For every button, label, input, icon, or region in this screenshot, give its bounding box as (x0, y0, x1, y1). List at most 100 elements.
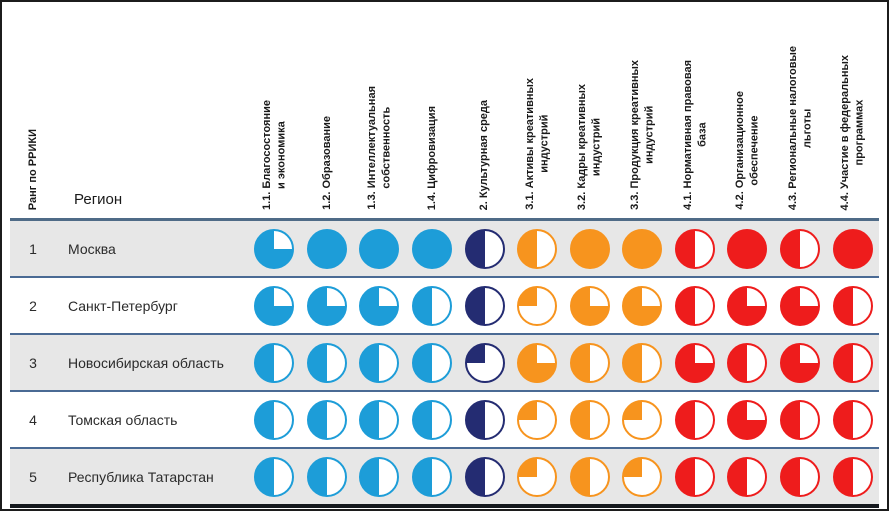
harvey-ball (674, 228, 715, 269)
harvey-ball (780, 285, 821, 326)
harvey-ball (622, 342, 663, 383)
harvey-ball-cell (458, 392, 511, 447)
region-name: Томская область (68, 411, 178, 428)
harvey-ball (780, 456, 821, 497)
harvey-ball (464, 228, 505, 269)
harvey-ball (412, 285, 453, 326)
harvey-ball-cell (721, 221, 774, 276)
harvey-ball-cell (563, 449, 616, 504)
harvey-ball-cell (616, 278, 669, 333)
harvey-ball (306, 399, 347, 440)
harvey-ball-cell (563, 335, 616, 390)
harvey-ball-cell (774, 221, 827, 276)
harvey-ball (254, 228, 295, 269)
harvey-ball (359, 228, 400, 269)
harvey-ball-cell (826, 221, 879, 276)
harvey-ball (780, 399, 821, 440)
region-name: Новосибирская область (68, 354, 224, 371)
harvey-ball (306, 456, 347, 497)
harvey-ball (517, 456, 558, 497)
column-header-label: 4.1. Нормативная правовая база (681, 60, 708, 210)
harvey-ball (780, 342, 821, 383)
column-header-label: 1.3. Интеллектуальная собственность (366, 86, 393, 210)
harvey-ball (674, 399, 715, 440)
table-header-row: Ранг по РРИКИ Регион 1.1. Благосостояние… (10, 6, 879, 221)
harvey-ball-cell (669, 221, 722, 276)
harvey-ball-cell (721, 392, 774, 447)
harvey-ball-cell (406, 221, 459, 276)
harvey-ball-cell (248, 335, 301, 390)
column-header-1.3: 1.3. Интеллектуальная собственность (353, 6, 406, 218)
column-header-4.2: 4.2. Организационное обеспечение (721, 6, 774, 218)
harvey-ball (254, 456, 295, 497)
harvey-ball-cell (248, 278, 301, 333)
harvey-ball-cell (616, 221, 669, 276)
column-header-3.3: 3.3. Продукция креативных индустрий (616, 6, 669, 218)
harvey-ball (359, 285, 400, 326)
harvey-ball (517, 228, 558, 269)
column-header-3.2: 3.2. Кадры креативных индустрий (563, 6, 616, 218)
harvey-ball-cell (248, 221, 301, 276)
harvey-ball-cell (248, 449, 301, 504)
harvey-ball (517, 399, 558, 440)
harvey-ball (674, 342, 715, 383)
harvey-ball (412, 456, 453, 497)
table-row: 2 Санкт-Петербург (10, 276, 879, 333)
harvey-ball (464, 342, 505, 383)
harvey-ball-cell (669, 392, 722, 447)
column-header-label: 3.1. Активы креативных индустрий (523, 78, 551, 210)
harvey-ball-cell (301, 221, 354, 276)
harvey-ball-cell (353, 449, 406, 504)
harvey-ball-cell (563, 392, 616, 447)
harvey-ball (674, 456, 715, 497)
column-header-2: 2. Культурная среда (458, 6, 511, 218)
harvey-ball-cell (511, 335, 564, 390)
harvey-ball (832, 342, 873, 383)
harvey-ball (622, 399, 663, 440)
harvey-ball-cell (248, 392, 301, 447)
rriki-rating-table: Ранг по РРИКИ Регион 1.1. Благосостояние… (2, 2, 887, 508)
column-header-1.4: 1.4. Цифровизация (406, 6, 459, 218)
harvey-ball-cell (406, 335, 459, 390)
harvey-ball-cell (353, 335, 406, 390)
harvey-ball-cell (774, 335, 827, 390)
harvey-ball-cell (511, 221, 564, 276)
harvey-ball (254, 399, 295, 440)
harvey-ball-cell (826, 278, 879, 333)
table-row: 4 Томская область (10, 390, 879, 447)
table-row: 5 Республика Татарстан (10, 447, 879, 504)
region-header-cell: Регион (56, 6, 248, 218)
harvey-ball (517, 342, 558, 383)
harvey-ball (412, 342, 453, 383)
harvey-ball (622, 228, 663, 269)
harvey-ball-cell (406, 449, 459, 504)
harvey-ball (622, 285, 663, 326)
harvey-ball (727, 285, 768, 326)
harvey-ball-cell (458, 335, 511, 390)
harvey-ball-cell (563, 221, 616, 276)
column-header-4.3: 4.3. Региональные налоговые льготы (774, 6, 827, 218)
column-header-4.4: 4.4. Участие в федеральных программах (826, 6, 879, 218)
harvey-ball (254, 342, 295, 383)
harvey-ball-cell (353, 392, 406, 447)
harvey-ball (359, 456, 400, 497)
harvey-ball (569, 399, 610, 440)
harvey-ball (727, 456, 768, 497)
harvey-ball-cell (774, 392, 827, 447)
harvey-ball-cell (669, 335, 722, 390)
harvey-ball (569, 456, 610, 497)
column-header-label: 4.2. Организационное обеспечение (734, 91, 761, 210)
harvey-ball-cell (301, 392, 354, 447)
harvey-ball (832, 399, 873, 440)
harvey-ball (412, 399, 453, 440)
column-header-label: 2. Культурная среда (478, 99, 491, 210)
harvey-ball-cell (353, 278, 406, 333)
harvey-ball-cell (616, 449, 669, 504)
harvey-ball (569, 342, 610, 383)
column-header-label: 3.3. Продукция креативных индустрий (629, 60, 656, 210)
harvey-ball-cell (406, 392, 459, 447)
harvey-ball-cell (301, 449, 354, 504)
harvey-ball (569, 285, 610, 326)
harvey-ball-cell (353, 221, 406, 276)
